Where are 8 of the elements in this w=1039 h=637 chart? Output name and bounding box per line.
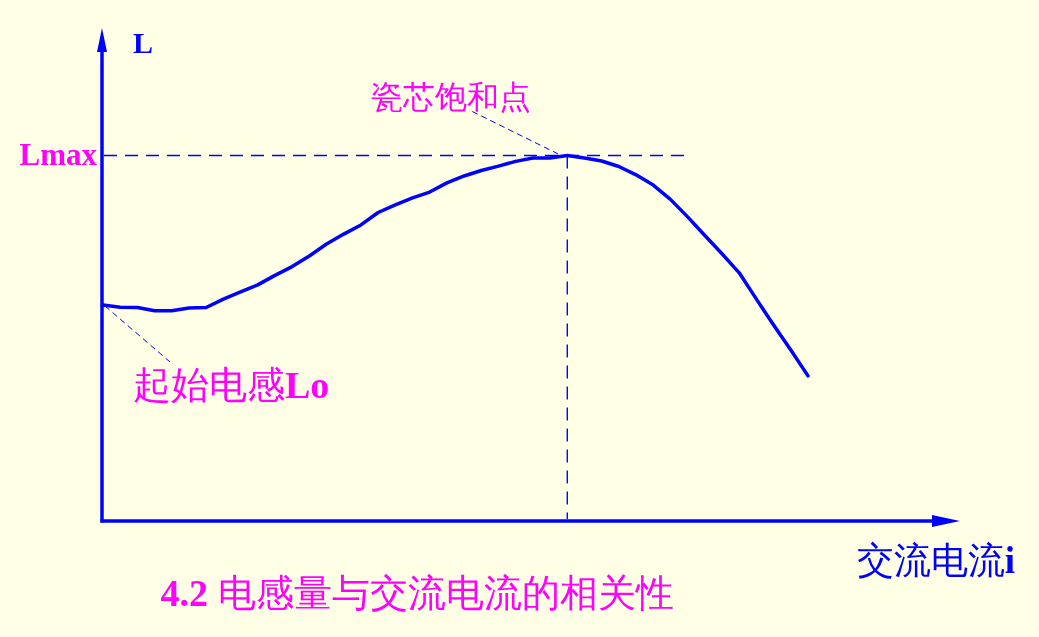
xlabel: 交流电流i [856,540,1015,581]
ref-line-label: Lmax [19,136,98,172]
annotation: 瓷芯饱和点 [371,78,562,156]
title: 4.2 电感量与交流电流的相关性 [160,572,674,614]
annotation: 瓷芯饱和点 [371,78,532,115]
ylabel: L [133,26,153,59]
annotation: 起始电感Lo [133,363,330,406]
annotation: 起始电感Lo [104,305,330,406]
